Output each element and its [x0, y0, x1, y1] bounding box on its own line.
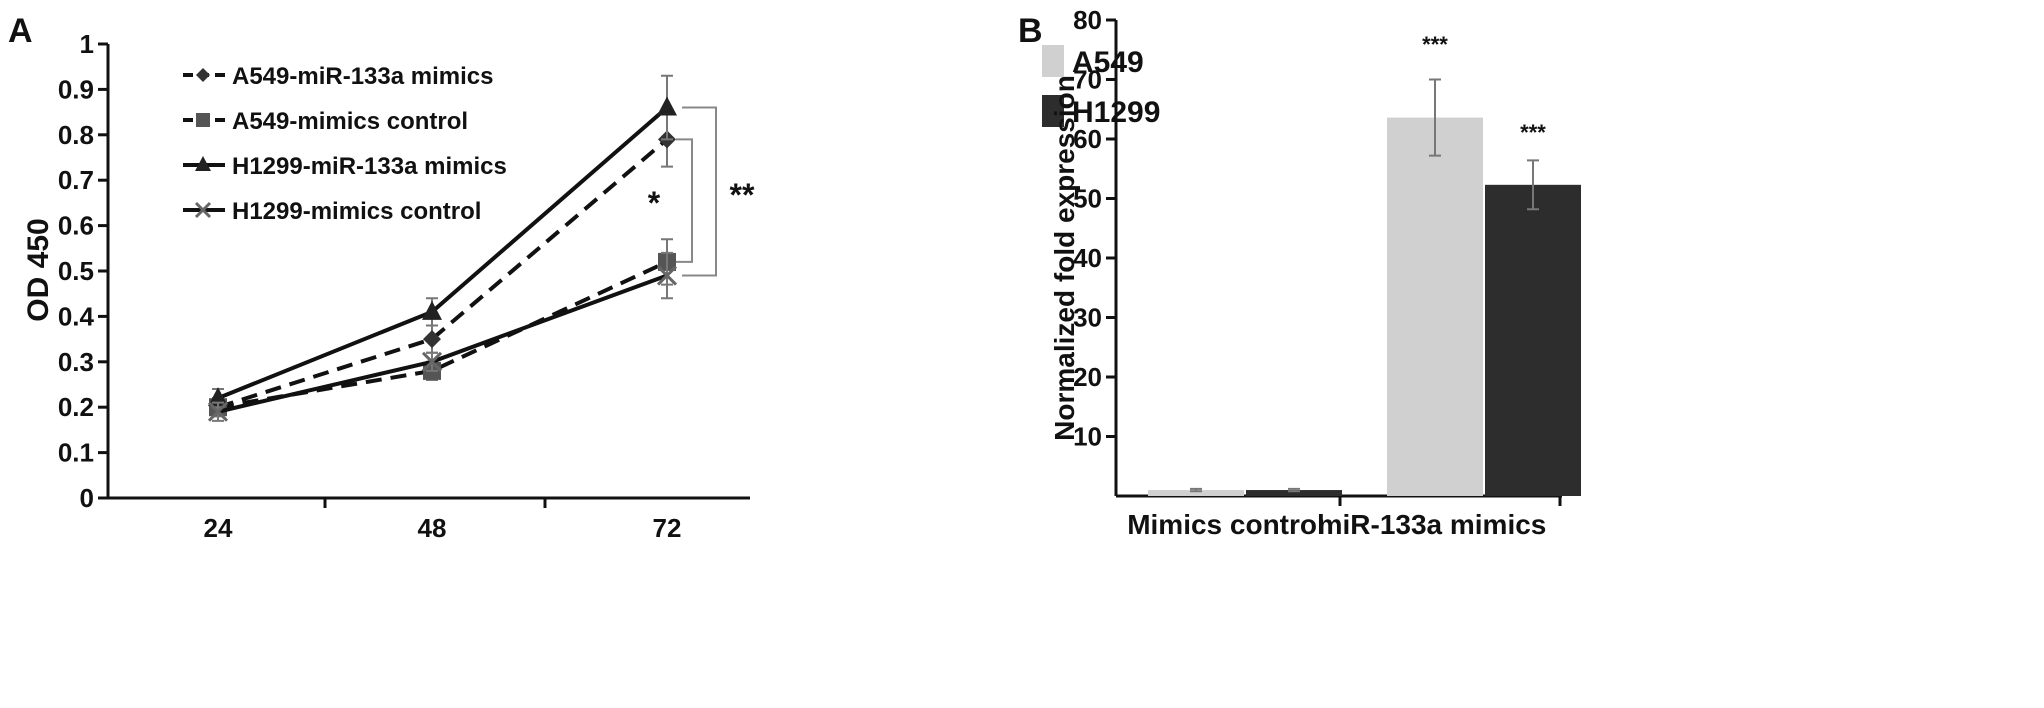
- y-tick-label: 0.9: [58, 74, 94, 104]
- significance-marker: **: [730, 177, 755, 213]
- panel-a-series: [207, 74, 678, 422]
- y-tick-label: 0.8: [58, 120, 94, 150]
- data-point: [208, 387, 228, 407]
- x-tick-label: 24: [204, 513, 233, 543]
- legend-label: H1299-mimics control: [232, 198, 481, 225]
- y-tick-label: 0.6: [58, 211, 94, 241]
- significance-marker: ***: [1520, 120, 1546, 145]
- data-point: [421, 351, 443, 372]
- series-line: [217, 260, 668, 410]
- data-point: [422, 300, 442, 320]
- error-bar: [1527, 159, 1539, 211]
- legend-marker: [196, 68, 210, 82]
- panel-a: A 0 0.1 0.2 0.3 0.4 0.5 0.6 0.7 0.8 0.9 1 24 48 72 A…: [8, 12, 755, 543]
- y-tick-label: 0.1: [58, 438, 94, 468]
- panel-b-y-axis-label: Normalized fold expression: [1049, 75, 1080, 441]
- panel-b-annotations: *** ***: [1422, 32, 1546, 145]
- panel-a-x-ticks: 24 48 72: [204, 513, 682, 543]
- y-tick-label: 80: [1073, 5, 1102, 35]
- data-point: [423, 330, 441, 349]
- x-tick-label: 72: [653, 513, 682, 543]
- y-tick-label: 30: [1073, 303, 1102, 333]
- y-tick-label: 0: [80, 483, 94, 513]
- y-tick-label: 0.3: [58, 347, 94, 377]
- y-tick-label: 0.4: [58, 301, 95, 331]
- panel-a-y-ticks: 0 0.1 0.2 0.3 0.4 0.5 0.6 0.7 0.8 0.9 1: [58, 29, 108, 513]
- significance-marker: ***: [1422, 32, 1448, 57]
- legend-label: A549: [1072, 46, 1144, 79]
- y-tick-label: 1: [80, 29, 94, 59]
- y-tick-label: 20: [1073, 362, 1102, 392]
- y-tick-label: 60: [1073, 124, 1102, 154]
- y-tick-label: 10: [1073, 422, 1102, 452]
- bar: [1148, 490, 1244, 496]
- panel-b: B 10 20 30 40 50 60 70 80 Mimics controlmiR-133…: [1018, 5, 1581, 540]
- series-line: [217, 273, 668, 414]
- panel-a-legend: A549-miR-133a mimics A549-mimics control H…: [183, 63, 507, 225]
- panel-a-y-axis-label: OD 450: [22, 218, 55, 321]
- legend-label: A549-mimics control: [232, 108, 468, 135]
- data-point: [657, 96, 677, 116]
- y-tick-label: 0.2: [58, 392, 94, 422]
- legend-swatch: [1042, 95, 1064, 127]
- error-bar: [1190, 487, 1202, 493]
- y-tick-label: 70: [1073, 65, 1102, 95]
- error-bar: [1288, 487, 1300, 493]
- series-line: [217, 106, 669, 400]
- legend-marker: [195, 156, 211, 171]
- series-line: [217, 137, 669, 410]
- error-bar: [1429, 78, 1441, 157]
- y-tick-label: 0.7: [58, 165, 94, 195]
- panel-a-annotations: * **: [648, 106, 755, 277]
- y-tick-label: 0.5: [58, 256, 94, 286]
- panel-b-legend: A549 H1299: [1042, 45, 1160, 129]
- x-tick-label: miR-133a mimics: [1318, 509, 1547, 540]
- data-point: [207, 401, 229, 422]
- y-tick-label: 40: [1073, 243, 1102, 273]
- legend-marker: [196, 113, 210, 127]
- significance-bracket: [676, 138, 693, 263]
- panel-b-y-ticks: 10 20 30 40 50 60 70 80: [1073, 5, 1116, 452]
- y-tick-label: 50: [1073, 184, 1102, 214]
- legend-label: H1299-miR-133a mimics: [232, 153, 507, 180]
- bar: [1485, 184, 1581, 496]
- panel-b-bars: [1148, 78, 1581, 496]
- legend-marker: [194, 201, 212, 219]
- x-tick-label: 48: [418, 513, 447, 543]
- data-point: [656, 265, 678, 286]
- bar: [1246, 490, 1342, 496]
- x-tick-label: Mimics control: [1127, 509, 1325, 540]
- panel-b-letter: B: [1018, 12, 1043, 50]
- bar: [1387, 117, 1483, 496]
- significance-bracket: [682, 106, 717, 277]
- panel-a-letter: A: [8, 12, 33, 50]
- legend-label: H1299: [1072, 96, 1160, 129]
- legend-swatch: [1042, 45, 1064, 77]
- significance-marker: *: [648, 185, 661, 221]
- legend-label: A549-miR-133a mimics: [232, 63, 493, 90]
